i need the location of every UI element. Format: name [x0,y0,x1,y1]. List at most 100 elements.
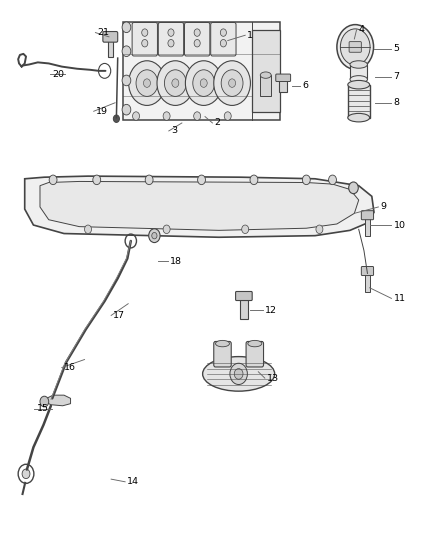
Circle shape [113,115,120,123]
Circle shape [145,175,153,184]
FancyBboxPatch shape [132,22,157,56]
Circle shape [168,29,174,36]
Bar [108,39,113,56]
Ellipse shape [348,114,370,122]
Bar [252,30,280,112]
Circle shape [164,70,186,96]
FancyBboxPatch shape [276,74,290,82]
Circle shape [220,29,226,36]
Circle shape [149,229,160,243]
Circle shape [224,112,231,120]
Bar [279,79,287,92]
Polygon shape [44,395,71,406]
Text: 12: 12 [265,305,277,314]
Circle shape [172,79,179,87]
Bar [365,273,370,292]
Circle shape [142,39,148,47]
Circle shape [302,175,310,184]
Text: 11: 11 [394,294,406,303]
Ellipse shape [215,341,230,347]
Text: 18: 18 [170,257,182,265]
Circle shape [194,112,201,120]
Circle shape [144,79,150,87]
Circle shape [122,46,131,56]
Circle shape [22,469,30,479]
Ellipse shape [350,61,367,68]
Circle shape [349,182,358,193]
Circle shape [122,75,131,86]
Bar [240,298,248,319]
Text: 21: 21 [98,28,110,37]
Circle shape [85,225,92,233]
Circle shape [328,175,336,184]
Text: 5: 5 [394,44,399,53]
Circle shape [122,104,131,115]
Circle shape [93,175,101,184]
Circle shape [198,175,205,184]
Circle shape [337,25,374,69]
PathPatch shape [40,181,359,230]
Circle shape [157,61,194,106]
Bar [350,64,367,79]
Circle shape [40,396,49,407]
Circle shape [168,39,174,47]
Text: 14: 14 [127,478,139,486]
Text: 3: 3 [171,126,177,135]
Circle shape [122,22,131,33]
FancyBboxPatch shape [123,22,280,120]
Ellipse shape [350,76,367,83]
Circle shape [133,112,140,120]
Circle shape [340,29,370,65]
Circle shape [316,225,323,233]
Circle shape [229,79,236,87]
FancyBboxPatch shape [103,31,118,42]
Circle shape [163,112,170,120]
Text: 19: 19 [96,107,108,116]
FancyBboxPatch shape [158,22,184,56]
Text: 8: 8 [394,98,399,107]
Text: 4: 4 [359,26,365,35]
Circle shape [214,61,251,106]
Ellipse shape [260,72,271,78]
Circle shape [193,70,215,96]
Bar [365,217,370,236]
Bar [261,75,272,96]
Text: 2: 2 [215,118,221,127]
FancyBboxPatch shape [349,42,361,52]
Ellipse shape [203,357,275,391]
Text: 1: 1 [247,31,253,40]
Text: 6: 6 [302,81,308,90]
FancyBboxPatch shape [184,22,210,56]
Circle shape [200,79,207,87]
FancyBboxPatch shape [236,292,252,301]
Text: 13: 13 [267,374,279,383]
FancyBboxPatch shape [214,342,231,367]
FancyBboxPatch shape [246,342,264,367]
Circle shape [152,232,157,239]
Text: 9: 9 [381,203,387,212]
PathPatch shape [25,176,374,237]
Text: 16: 16 [64,363,76,372]
Circle shape [129,61,165,106]
Text: 20: 20 [52,70,64,78]
Circle shape [185,61,222,106]
Circle shape [220,39,226,47]
Text: 7: 7 [394,72,399,81]
Ellipse shape [248,341,262,347]
Circle shape [234,368,243,379]
Circle shape [250,175,258,184]
Text: 10: 10 [394,221,406,230]
Circle shape [49,175,57,184]
Text: 15: 15 [36,405,49,414]
Circle shape [194,29,200,36]
FancyBboxPatch shape [361,266,374,276]
Circle shape [221,70,243,96]
Text: 17: 17 [113,311,125,320]
Circle shape [136,70,158,96]
Circle shape [194,39,200,47]
FancyBboxPatch shape [361,211,374,220]
Bar [348,85,370,118]
Circle shape [230,364,247,384]
Ellipse shape [348,80,370,89]
Circle shape [142,29,148,36]
